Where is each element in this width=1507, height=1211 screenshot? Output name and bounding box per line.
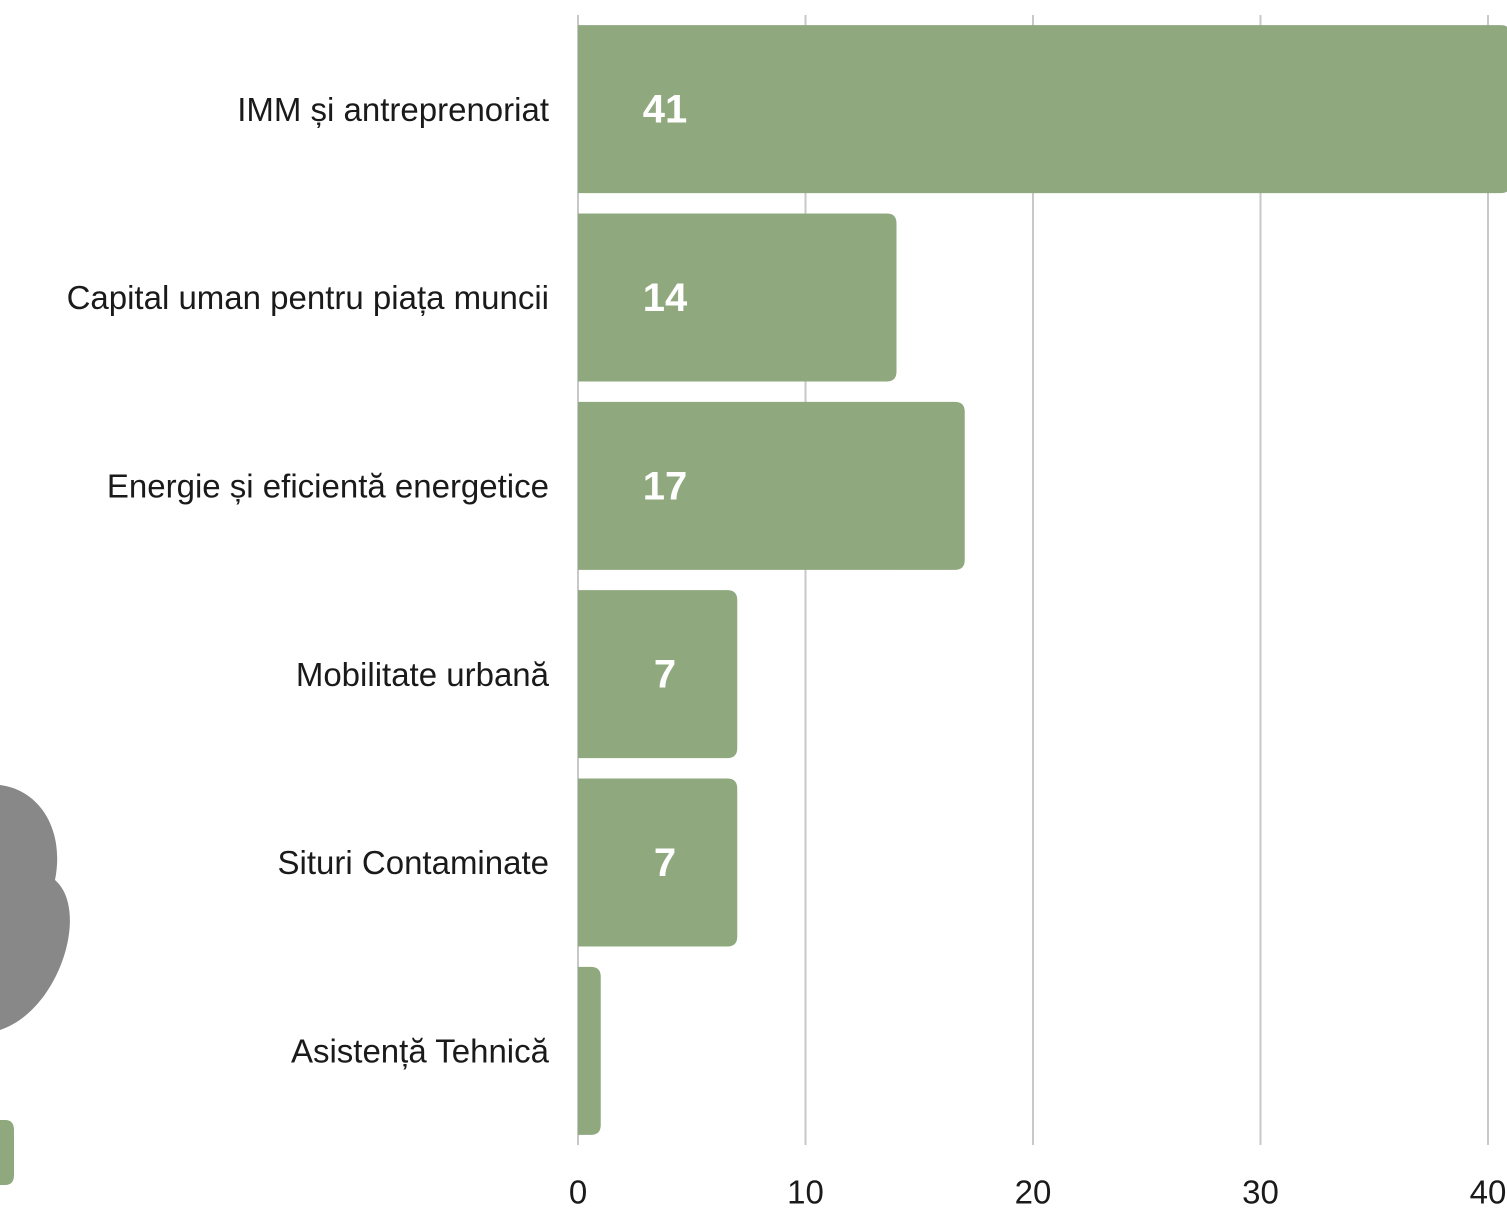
value-label: 7 — [654, 653, 676, 697]
value-label: 17 — [643, 464, 688, 508]
category-label: Mobilitate urbană — [296, 656, 550, 693]
category-label: Situri Contaminate — [278, 844, 549, 881]
category-label: Capital uman pentru piața muncii — [67, 279, 549, 316]
x-tick-label: 10 — [787, 1174, 824, 1211]
x-tick-label: 40 — [1470, 1174, 1507, 1211]
value-label: 7 — [654, 841, 676, 885]
bar — [578, 213, 897, 382]
bar — [578, 778, 738, 947]
decorative-shape — [0, 1120, 14, 1185]
x-tick-label: 0 — [569, 1174, 587, 1211]
x-tick-label: 30 — [1242, 1174, 1279, 1211]
x-tick-label: 20 — [1015, 1174, 1052, 1211]
bar — [578, 966, 601, 1135]
bar — [578, 401, 965, 570]
category-label: IMM și antreprenoriat — [237, 91, 549, 128]
bar — [578, 25, 1507, 194]
decorative-shape — [0, 785, 70, 1030]
decoration — [0, 785, 70, 1185]
category-label: Asistență Tehnică — [291, 1033, 550, 1070]
bar — [578, 590, 738, 759]
value-label: 14 — [643, 276, 688, 320]
category-label: Energie și eficientă energetice — [107, 468, 549, 505]
value-label: 41 — [643, 88, 688, 132]
